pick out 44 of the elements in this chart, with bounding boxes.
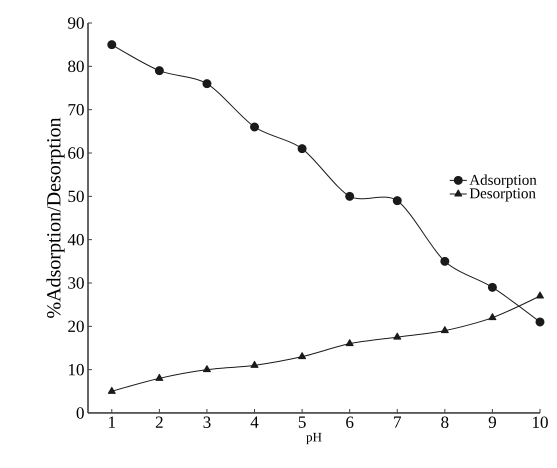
y-tick-label: 80 <box>68 60 84 72</box>
x-tick-label: 7 <box>394 416 402 428</box>
point <box>155 374 164 381</box>
x-tick-label: 4 <box>250 416 259 428</box>
point <box>108 386 116 394</box>
y-tick-label: 20 <box>68 320 84 332</box>
x-tick-label: 5 <box>298 416 306 428</box>
point <box>202 365 211 372</box>
point <box>536 291 544 298</box>
x-tick-label: 8 <box>441 416 448 428</box>
point <box>392 196 402 206</box>
y-tick-label: 30 <box>68 277 84 289</box>
y-tick-label: 60 <box>68 147 84 159</box>
point <box>298 144 307 154</box>
x-tick-label: 2 <box>156 416 163 428</box>
point <box>440 256 450 266</box>
point <box>154 66 164 76</box>
point <box>107 40 116 50</box>
x-tick-label: 3 <box>204 416 211 428</box>
x-axis-title: pH <box>306 432 322 444</box>
y-tick-label: 40 <box>68 234 84 246</box>
point <box>488 282 497 292</box>
legend-label: Desorption <box>470 188 536 202</box>
y-tick-label: 10 <box>68 364 84 376</box>
point <box>250 122 260 132</box>
point <box>202 79 212 88</box>
point <box>346 339 354 346</box>
x-tick-label: 9 <box>488 416 496 428</box>
y-axis-title: %Adsorption/Desorption <box>46 118 65 318</box>
point <box>250 360 258 368</box>
point <box>345 192 354 201</box>
y-tick-label: 90 <box>68 17 84 29</box>
y-tick-label: 70 <box>68 104 84 116</box>
point <box>535 317 544 326</box>
y-tick-label: 0 <box>76 407 84 419</box>
y-tick-label: 50 <box>68 190 84 202</box>
point <box>488 313 496 320</box>
point <box>440 326 449 334</box>
point <box>298 352 306 360</box>
x-tick-label: 6 <box>346 416 354 428</box>
x-tick-label: 1 <box>109 416 116 428</box>
x-tick-label: 10 <box>532 416 548 428</box>
legend-label: Adsorption <box>469 174 537 188</box>
point <box>393 332 402 340</box>
